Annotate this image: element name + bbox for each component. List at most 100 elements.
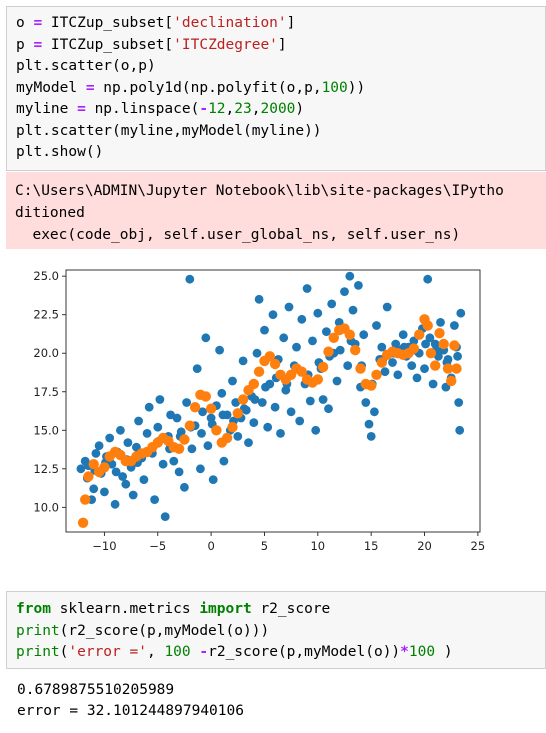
cell-2-output: 0.6789875510205989 error = 32.1012448979… xyxy=(17,680,244,722)
data-point xyxy=(185,274,195,284)
data-point xyxy=(313,308,323,318)
data-point xyxy=(111,467,121,477)
data-point xyxy=(197,429,206,438)
x-tick-label: −5 xyxy=(149,539,166,553)
code-token: 23 xyxy=(234,101,252,117)
model-curve-point xyxy=(451,363,462,374)
error-output: error = 32.101244897940106 xyxy=(17,703,244,719)
data-point xyxy=(327,299,337,309)
cell2-line-2: print(r2_score(p,myModel(o))) xyxy=(16,623,269,639)
code-token: 'declination' xyxy=(173,15,287,31)
code-token: )) xyxy=(347,79,366,96)
data-point xyxy=(380,367,390,377)
y-tick-label: 22.5 xyxy=(33,308,59,322)
data-point xyxy=(454,398,464,407)
data-point xyxy=(172,413,182,423)
code-token: 'ITCZdegree' xyxy=(173,36,278,53)
data-point xyxy=(144,402,154,412)
code-editor-1[interactable]: o = ITCZup_subset['declination'] p = ITC… xyxy=(7,7,545,170)
model-curve-point xyxy=(344,329,355,340)
model-curve-point xyxy=(376,357,387,368)
cell1-line-6: plt.scatter(myline,myModel(myline)) xyxy=(16,123,322,139)
data-point xyxy=(254,294,264,304)
data-point xyxy=(297,314,307,324)
data-point xyxy=(208,475,218,484)
data-point xyxy=(284,302,294,312)
data-point xyxy=(425,333,435,343)
data-point xyxy=(450,321,459,330)
code-token: from xyxy=(16,601,51,617)
scatter-plot-output: −10 −5 0 5 10 15 20 25 10.0 12.5 15.0 17.5 20.0 22.5… xyxy=(6,258,546,576)
data-point xyxy=(150,495,160,504)
data-point xyxy=(455,425,465,435)
code-token: = xyxy=(33,15,43,31)
code-token: , xyxy=(225,101,235,117)
code-token: print xyxy=(16,622,60,639)
x-tick-label: −10 xyxy=(92,539,116,553)
code-token: , xyxy=(251,101,261,117)
data-point xyxy=(421,339,430,349)
data-point xyxy=(153,422,163,432)
code-token: - xyxy=(199,101,209,117)
stderr-text: C:\Users\ADMIN\Jupyter Notebook\lib\site… xyxy=(6,172,546,246)
model-curve-point xyxy=(449,340,460,351)
stderr-line-3: exec(code_obj, self.user_global_ns, self… xyxy=(15,227,461,243)
data-point xyxy=(249,418,259,427)
data-point xyxy=(420,364,429,373)
model-curve-point xyxy=(269,358,281,370)
code-token: 100 xyxy=(321,79,348,96)
x-tick-label: 10 xyxy=(310,539,325,553)
data-point xyxy=(305,396,315,406)
data-point xyxy=(340,287,349,296)
model-curve-point xyxy=(200,391,211,402)
data-point xyxy=(244,438,253,447)
code-token: myline xyxy=(16,101,78,117)
model-curve-point xyxy=(442,363,454,374)
data-point xyxy=(218,410,228,420)
code-cell-1[interactable]: o = ITCZup_subset['declination'] p = ITC… xyxy=(6,6,546,171)
data-point xyxy=(158,459,168,469)
model-curve-point xyxy=(83,471,94,482)
plot-area-frame xyxy=(65,269,481,533)
data-point xyxy=(345,271,355,281)
data-point xyxy=(76,464,86,474)
data-point xyxy=(359,330,369,340)
code-cell-2[interactable]: from sklearn.metrics import r2_score pri… xyxy=(6,591,546,669)
stderr-line-2: ditioned xyxy=(15,205,85,221)
data-point xyxy=(423,274,433,284)
code-token: ] xyxy=(277,36,287,53)
data-point xyxy=(428,379,438,389)
code-token: ) xyxy=(435,644,453,660)
data-point xyxy=(391,339,401,349)
model-curve-point xyxy=(189,402,201,413)
code-token: plt.scatter(o,p) xyxy=(16,58,156,74)
cell1-line-4: myModel = np.poly1d(np.polyfit(o,p,100)) xyxy=(16,80,365,96)
data-point xyxy=(142,429,152,438)
model-curve-point xyxy=(205,403,217,414)
x-tick-label: 0 xyxy=(207,539,214,553)
data-point xyxy=(260,325,269,335)
code-token: np.poly1d(np.polyfit(o,p, xyxy=(94,79,322,96)
cell1-line-7: plt.show() xyxy=(16,144,103,160)
data-point xyxy=(370,407,379,417)
data-point xyxy=(286,407,296,417)
scatter-chart: −10 −5 0 5 10 15 20 25 10.0 12.5 15.0 17.5 20.0 22.5… xyxy=(33,269,485,553)
model-curve-point xyxy=(425,348,437,359)
data-point xyxy=(94,441,104,451)
data-point xyxy=(238,356,248,366)
code-token: - xyxy=(199,644,209,660)
code-token: np.linspace( xyxy=(85,101,200,117)
data-point xyxy=(123,438,133,447)
data-point xyxy=(318,395,328,404)
code-token: import xyxy=(199,601,252,617)
code-editor-2[interactable]: from sklearn.metrics import r2_score pri… xyxy=(7,592,545,670)
code-token: ( xyxy=(59,644,69,660)
data-point xyxy=(268,310,278,320)
x-tick-label: 15 xyxy=(364,539,379,553)
model-curve-point xyxy=(237,394,249,405)
y-tick-label: 10.0 xyxy=(33,500,59,514)
data-point xyxy=(292,342,301,352)
data-point xyxy=(118,472,127,481)
code-token: ITCZup_subset[ xyxy=(42,15,174,31)
data-point xyxy=(89,484,99,494)
